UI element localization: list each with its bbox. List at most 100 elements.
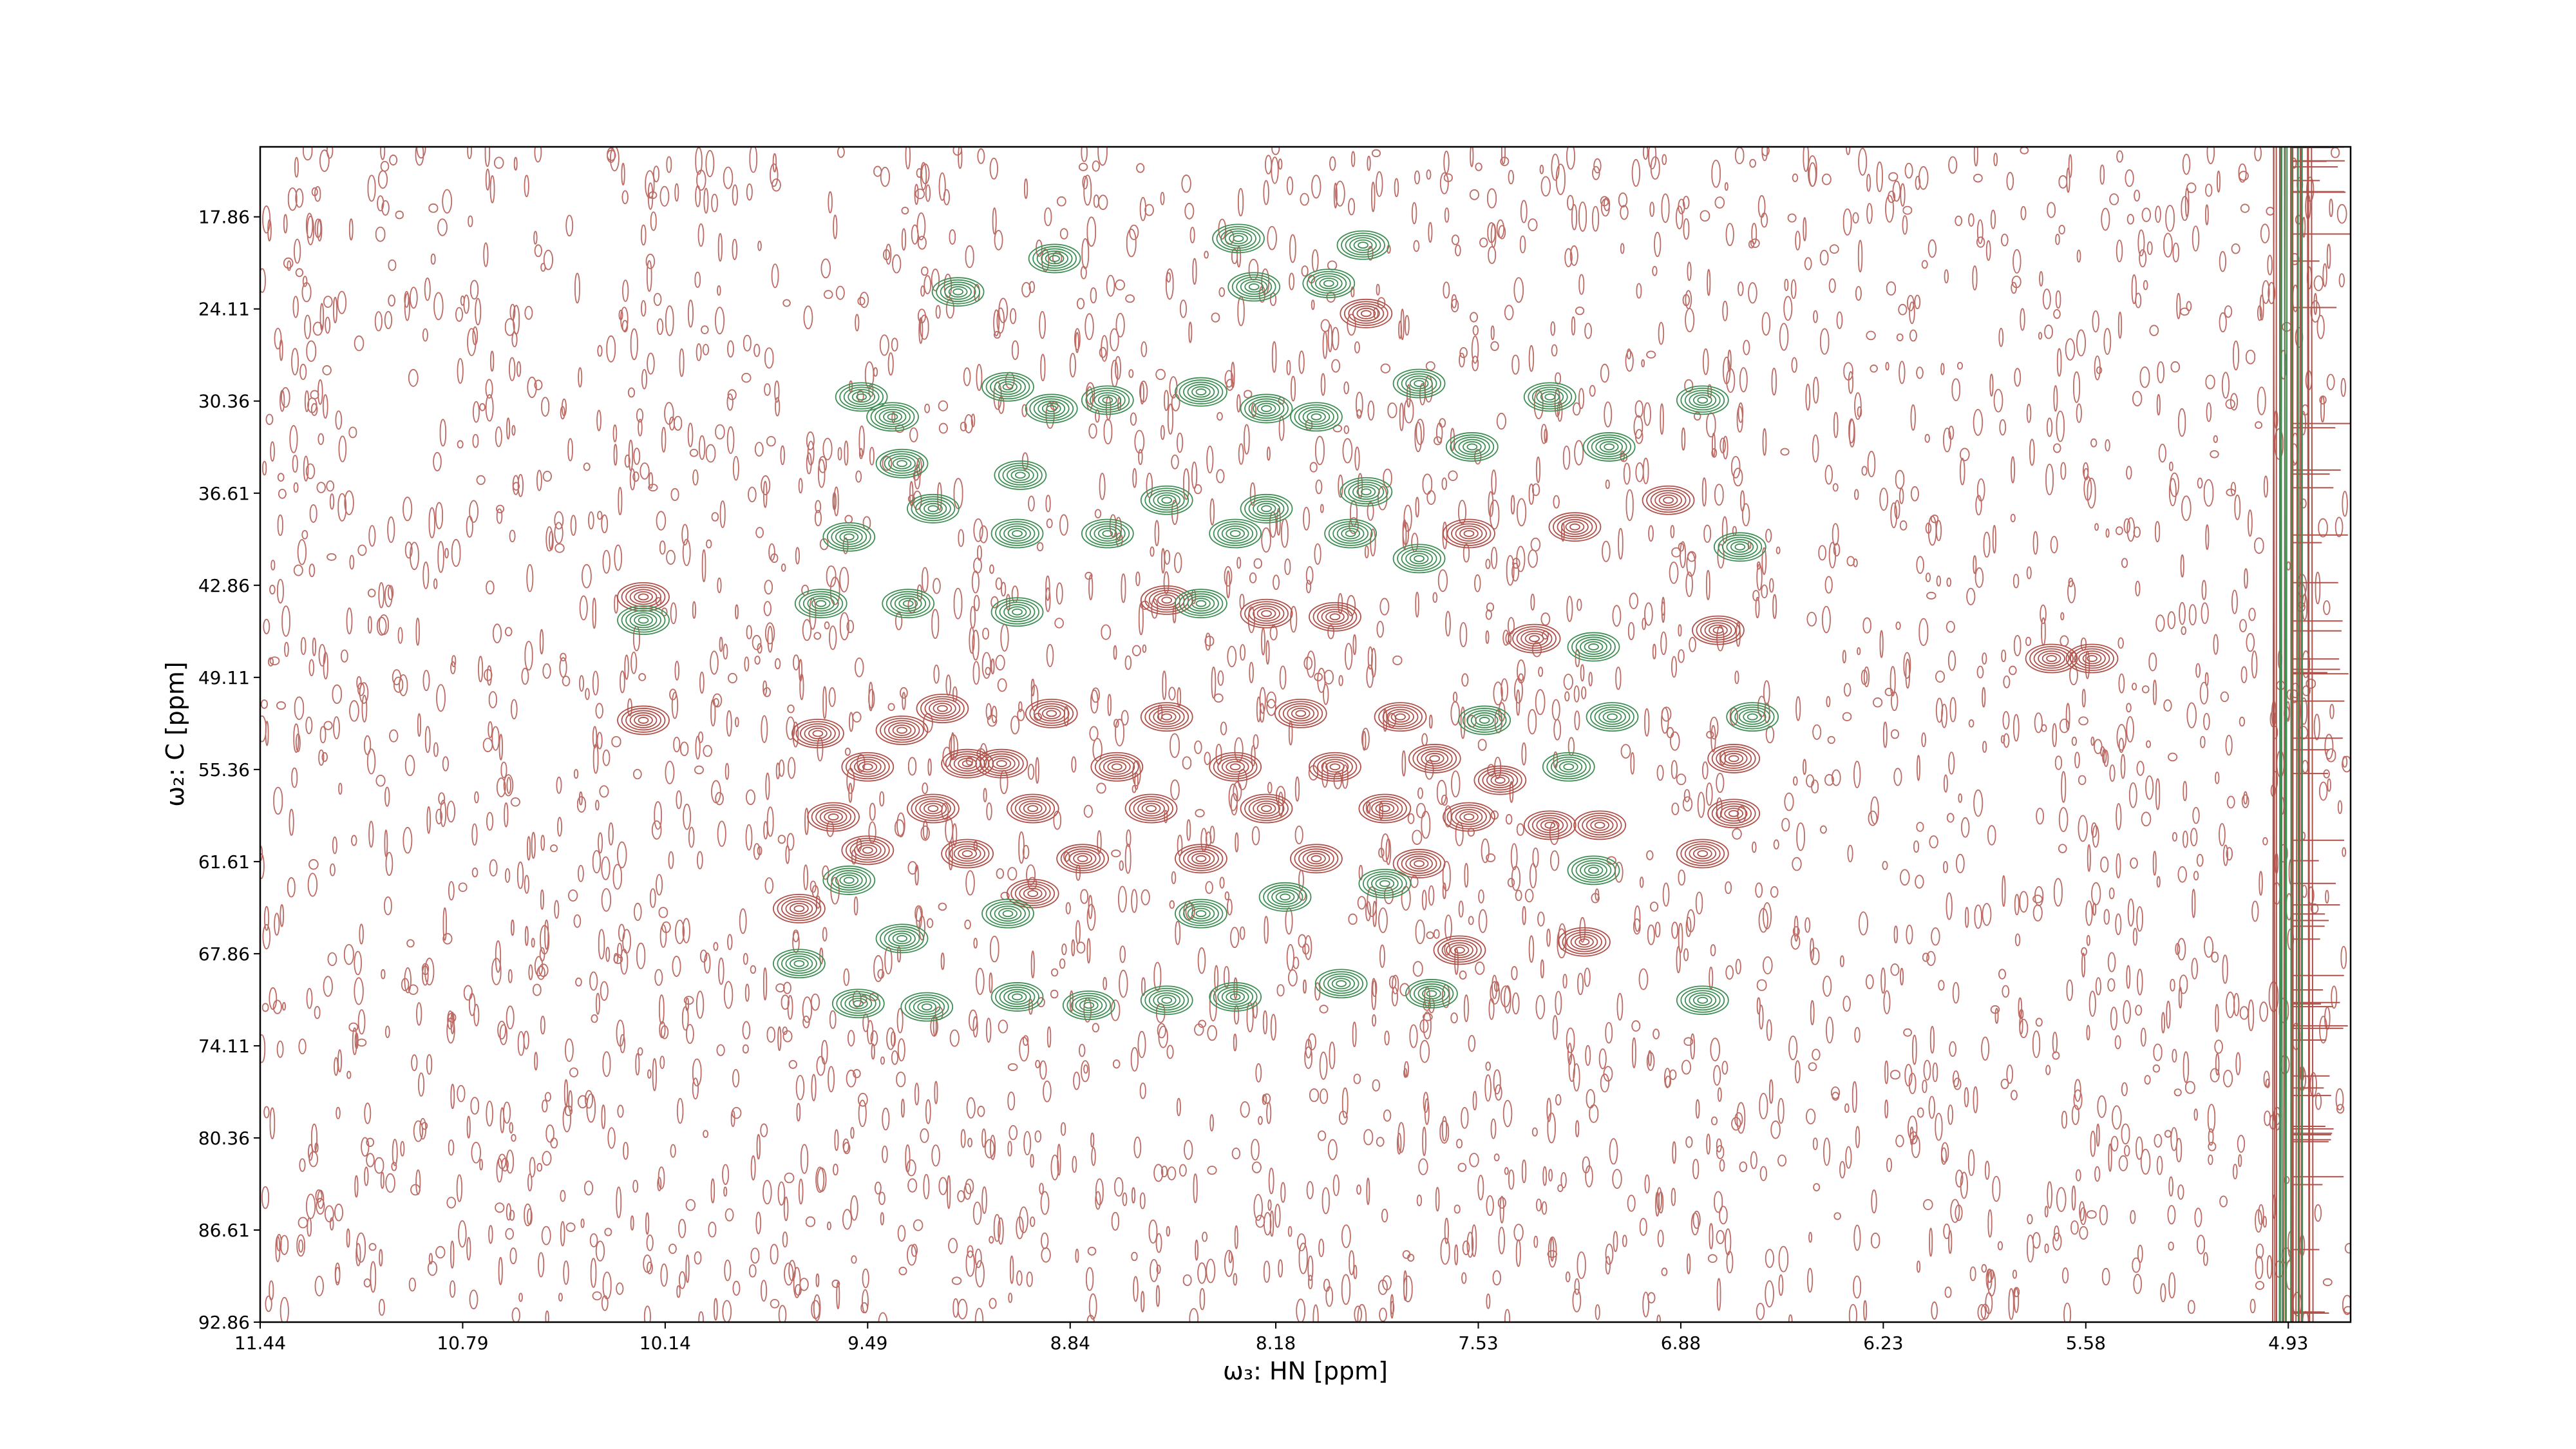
peak-contour (1325, 761, 1345, 773)
peak-contour (1081, 385, 1134, 415)
peak-contour (953, 755, 981, 772)
peak-contour (1360, 488, 1372, 496)
y-tick-label: 86.61 (198, 1220, 250, 1241)
peak-contour (1575, 936, 1594, 948)
peak-contour (835, 382, 888, 412)
peak-contour (1226, 991, 1245, 1003)
x-axis-label: ω₃: HN [ppm] (1223, 1357, 1388, 1385)
peak-contour (791, 719, 844, 748)
peak-contour (1719, 750, 1748, 767)
peak-contour (1516, 628, 1553, 649)
peak-contour (1697, 850, 1709, 857)
peak (1025, 698, 1078, 728)
peak-contour (843, 533, 855, 541)
peak-contour (849, 756, 886, 777)
peak (1713, 532, 1766, 562)
peak (1227, 272, 1281, 302)
peak-contour (1302, 408, 1331, 425)
peak-contour (1734, 543, 1746, 551)
peak-contour (1221, 989, 1249, 1005)
peak-contour (1713, 532, 1766, 562)
peak-contour (1256, 607, 1276, 620)
peak-contour (890, 593, 927, 614)
peak-contour (1236, 276, 1273, 298)
peak-contour (923, 502, 943, 515)
peak-contour (1191, 598, 1211, 610)
peak (822, 522, 876, 552)
peak-contour (1405, 979, 1458, 1009)
peak-contour (1689, 846, 1717, 862)
peak-contour (1006, 467, 1034, 484)
peak-contour (990, 518, 1044, 549)
peak-contour (940, 281, 976, 303)
peak-contour (1153, 708, 1181, 725)
peak-contour (815, 806, 852, 828)
peak-contour (1353, 239, 1373, 251)
peak-contour (1094, 392, 1122, 408)
peak-contour (1544, 821, 1556, 829)
peak-contour (1307, 853, 1326, 865)
peak-contour (1179, 379, 1224, 404)
y-tick-label: 61.61 (198, 851, 250, 873)
peak (981, 372, 1034, 402)
peak-contour (1561, 518, 1589, 535)
peak-contour (1734, 706, 1771, 728)
peak (875, 923, 929, 954)
peak-contour (1085, 387, 1130, 413)
peak-contour (1462, 441, 1482, 453)
peak-contour (1183, 903, 1219, 924)
peak-contour (1307, 411, 1326, 423)
peak (1567, 632, 1620, 662)
peak (794, 589, 848, 619)
x-tick-label: 7.53 (1458, 1332, 1498, 1354)
peak-contour (1227, 272, 1281, 302)
peak (1443, 518, 1495, 549)
peak (1340, 298, 1393, 328)
peak-contour (1014, 883, 1051, 904)
peak-contour (990, 597, 1044, 627)
peak-contour (1263, 884, 1307, 910)
peak-contour (1287, 705, 1315, 722)
peak-contour (1358, 793, 1412, 824)
peak (1358, 793, 1412, 824)
peak-contour (1587, 434, 1632, 460)
peak-contour (1571, 634, 1616, 659)
peak (907, 793, 960, 824)
peak-contour (1401, 373, 1437, 394)
peak-contour (904, 994, 949, 1019)
peak-contour (1446, 804, 1492, 829)
peak-contour (835, 872, 863, 889)
peak (1374, 702, 1427, 732)
peak-contour (883, 411, 902, 423)
peak-contour (1102, 396, 1113, 404)
peak-contour (1528, 812, 1573, 838)
peak-contour (1704, 622, 1732, 638)
peak (975, 748, 1028, 779)
peak-contour (1041, 402, 1061, 415)
peak-contour (793, 960, 805, 967)
peak-contour (2046, 655, 2057, 662)
peak-contour (1041, 251, 1068, 267)
peak-contour (1663, 497, 1674, 504)
peak-contour (1137, 800, 1165, 817)
peak-contour (1711, 800, 1756, 826)
peak (1290, 844, 1343, 874)
peak-contour (1224, 230, 1253, 247)
peak-contour (802, 593, 839, 614)
peak-contour (1323, 279, 1334, 287)
peak-contour (629, 589, 658, 605)
peak (1586, 702, 1639, 732)
peak-contour (822, 866, 876, 895)
peak-contour (853, 759, 882, 775)
peak-contour (836, 990, 881, 1016)
peak-contour (1360, 310, 1372, 317)
water-streak (2278, 147, 2304, 1322)
peak-contour (625, 586, 661, 607)
peak-contour (1029, 701, 1074, 726)
peak-contour (800, 723, 836, 744)
peak (1209, 982, 1262, 1012)
peak-contour (1417, 985, 1446, 1002)
peak (1548, 512, 1602, 542)
peak-contour (621, 607, 666, 633)
